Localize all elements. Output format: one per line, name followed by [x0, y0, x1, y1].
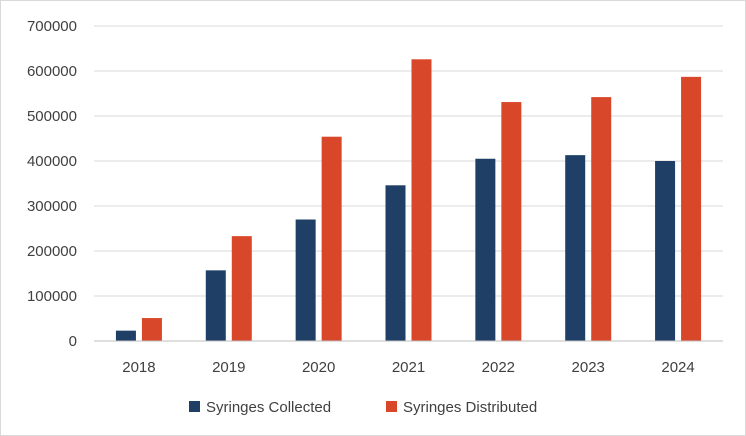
legend-label-collected: Syringes Collected [206, 399, 331, 416]
bar-distributed [321, 136, 342, 341]
bar-collected [385, 185, 406, 341]
bar-distributed [411, 59, 432, 342]
bar-collected [205, 270, 226, 341]
bars [115, 59, 702, 342]
x-tick-label: 2018 [122, 359, 155, 376]
y-axis-ticks: 0 100000 200000 300000 400000 500000 600000 700… [27, 18, 77, 350]
y-tick-label: 200000 [27, 243, 77, 260]
x-tick-label: 2022 [482, 359, 515, 376]
bar-collected [475, 158, 496, 341]
legend-swatch-distributed [386, 401, 397, 412]
bar-distributed [681, 76, 702, 341]
y-tick-label: 300000 [27, 198, 77, 215]
bar-distributed [231, 236, 252, 341]
legend-label-distributed: Syringes Distributed [403, 399, 537, 416]
legend: Syringes Collected Syringes Distributed [189, 399, 537, 416]
y-tick-label: 100000 [27, 288, 77, 305]
legend-swatch-collected [189, 401, 200, 412]
x-tick-label: 2019 [212, 359, 245, 376]
bar-collected [655, 161, 676, 341]
bar-distributed [591, 97, 612, 341]
bar-collected [565, 155, 586, 341]
bar-distributed [501, 102, 522, 341]
x-tick-label: 2021 [392, 359, 425, 376]
y-tick-label: 400000 [27, 153, 77, 170]
x-tick-label: 2024 [661, 359, 694, 376]
y-tick-label: 500000 [27, 108, 77, 125]
x-axis-ticks: 2018 2019 2020 2021 2022 2023 2024 [122, 359, 695, 376]
gridlines [94, 25, 723, 297]
y-tick-label: 0 [69, 333, 77, 350]
bar-collected [115, 330, 136, 341]
bar-distributed [141, 318, 162, 341]
x-tick-label: 2020 [302, 359, 335, 376]
bar-collected [295, 219, 316, 341]
y-tick-label: 700000 [27, 18, 77, 35]
x-tick-label: 2023 [572, 359, 605, 376]
y-tick-label: 600000 [27, 63, 77, 80]
